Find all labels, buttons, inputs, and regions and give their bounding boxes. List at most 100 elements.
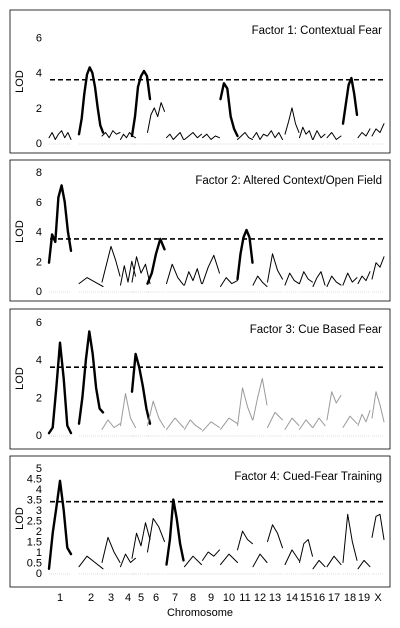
- lod-trace-chr-4: [120, 553, 136, 568]
- lod-trace-chr-7: [166, 263, 184, 286]
- x-tick-label: 12: [254, 592, 266, 604]
- panel-frame: [9, 455, 391, 588]
- y-tick-label: 4.5: [27, 474, 42, 486]
- lod-trace-chr-5: [130, 69, 152, 138]
- lod-trace-chr-4: [120, 393, 136, 428]
- x-tick-label: 7: [172, 592, 178, 604]
- y-tick-label: 0: [36, 286, 42, 298]
- x-tick-label: 15: [300, 592, 312, 604]
- lod-trace-chr-8: [184, 419, 202, 430]
- lod-trace-chr-X: [371, 256, 385, 280]
- y-tick-label: 4: [36, 227, 42, 239]
- x-tick-label: 11: [239, 592, 250, 604]
- factor-panel-1: 0 2 4 6 LOD Factor 1: Contextual Fear: [9, 9, 391, 154]
- factor-panel-3: 0 2 4 6 LOD Factor 3: Cue Based Fear: [9, 308, 391, 450]
- lod-trace-chr-14: [284, 549, 300, 566]
- lod-trace-chr-5: [131, 522, 151, 559]
- lod-trace-chr-8: [184, 132, 202, 140]
- x-tick-label: 4: [125, 592, 131, 604]
- lod-trace-chr-15: [299, 539, 313, 563]
- lod-trace-chr-10: [220, 553, 238, 566]
- lod-trace-chr-3: [101, 130, 121, 139]
- x-tick-label: 13: [269, 592, 281, 604]
- y-tick-label: 2: [36, 256, 42, 268]
- lod-trace-chr-8: [184, 555, 202, 568]
- factor-panel-2: 0 2 4 6 8 LOD Factor 2: Altered Context/Open F…: [9, 159, 391, 302]
- x-tick-label: 8: [190, 592, 196, 604]
- y-tick-label: 2: [36, 103, 42, 115]
- lod-trace-chr-19: [357, 128, 371, 139]
- lod-trace-chr-10: [220, 277, 238, 287]
- lod-trace-chr-6: [147, 102, 165, 133]
- lod-trace-chr-1: [47, 184, 73, 264]
- lod-trace-chr-10: [220, 417, 238, 430]
- lod-trace-chr-14: [284, 107, 300, 135]
- y-tick-label: 6: [36, 317, 42, 329]
- lod-trace-chr-16: [312, 559, 326, 570]
- lod-trace-chr-2: [78, 555, 104, 570]
- lod-trace-chr-2: [78, 277, 104, 287]
- lod-trace-chr-15: [299, 126, 313, 140]
- lod-trace-chr-2: [77, 330, 105, 425]
- lod-trace-chr-3: [101, 419, 121, 430]
- y-tick-label: 2: [36, 392, 42, 404]
- lod-trace-chr-X: [371, 513, 385, 540]
- lod-trace-chr-15: [299, 419, 313, 430]
- y-tick-label: 5: [36, 463, 42, 475]
- lod-trace-chr-19: [357, 559, 371, 570]
- lod-trace-chr-19: [357, 410, 371, 427]
- x-tick-label: X: [374, 592, 382, 604]
- lod-trace-chr-11: [236, 228, 254, 281]
- x-tick-label: 1: [57, 592, 63, 604]
- lod-trace-chr-13: [267, 524, 283, 549]
- lod-trace-chr-3: [101, 536, 121, 563]
- lod-trace-chr-8: [184, 268, 202, 286]
- lod-trace-chr-12: [252, 275, 268, 287]
- panel-frame: [9, 308, 391, 450]
- lod-trace-chr-7: [166, 132, 184, 140]
- x-tick-label: 3: [108, 592, 114, 604]
- lod-trace-chr-6: [146, 237, 166, 285]
- lod-trace-chr-15: [299, 271, 313, 285]
- x-tick-label: 14: [286, 592, 298, 604]
- lod-trace-chr-9: [202, 549, 220, 561]
- lod-trace-chr-1: [48, 130, 72, 140]
- y-tick-label: 0: [36, 568, 42, 580]
- lod-trace-chr-X: [371, 391, 385, 423]
- lod-trace-chr-14: [284, 417, 300, 430]
- x-tick-label: 16: [313, 592, 325, 604]
- y-axis-label: LOD: [14, 70, 26, 93]
- y-tick-label: 0.5: [27, 558, 42, 570]
- lod-trace-chr-18: [342, 415, 358, 428]
- lod-trace-chr-16: [312, 130, 326, 140]
- lod-trace-chr-2: [77, 66, 105, 136]
- y-tick-label: 1: [36, 547, 42, 559]
- lod-trace-chr-11: [237, 387, 253, 427]
- lod-trace-chr-5: [130, 352, 152, 425]
- lod-trace-chr-13: [267, 253, 283, 283]
- lod-trace-chr-18: [342, 513, 358, 563]
- x-tick-label: 19: [358, 592, 370, 604]
- lod-trace-chr-9: [202, 254, 220, 285]
- y-tick-label: 2.5: [27, 516, 42, 528]
- panel-title: Factor 4: Cued-Fear Training: [234, 471, 382, 483]
- x-axis-label: Chromosome: [167, 607, 233, 619]
- panel-title: Factor 1: Contextual Fear: [252, 25, 383, 37]
- x-tick-label: 9: [208, 592, 214, 604]
- lod-trace-chr-12: [252, 132, 268, 140]
- lod-trace-chr-7: [166, 417, 184, 430]
- y-tick-label: 3.5: [27, 495, 42, 507]
- lod-trace-chr-12: [252, 378, 268, 421]
- x-tick-label: 5: [138, 592, 144, 604]
- lod-trace-chr-16: [312, 271, 326, 287]
- lod-trace-chr-13: [267, 130, 283, 140]
- y-tick-label: 4: [36, 355, 42, 367]
- lod-trace-chr-17: [326, 555, 342, 568]
- y-tick-label: 4: [36, 484, 42, 496]
- factor-panel-4: 00.511.522.533.544.55 LOD Factor 4: Cued-F…: [9, 455, 391, 588]
- lod-trace-chr-12: [252, 553, 268, 568]
- y-tick-label: 8: [36, 167, 42, 179]
- y-tick-label: 0: [36, 430, 42, 442]
- lod-trace-chr-10: [219, 82, 239, 138]
